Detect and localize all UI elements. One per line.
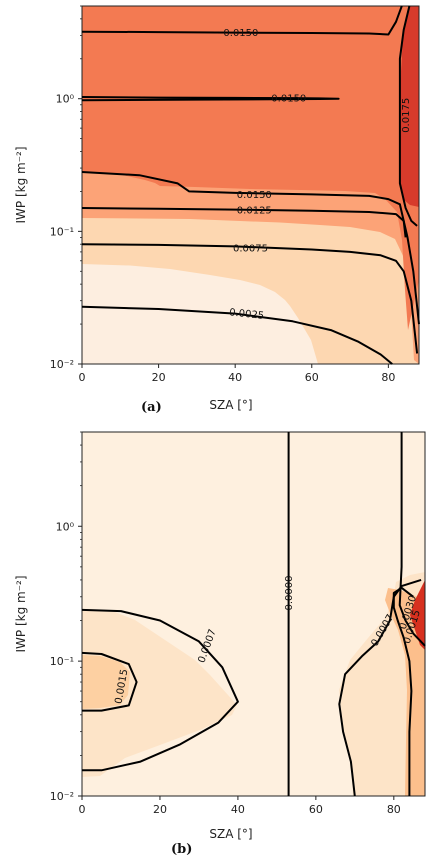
- y-tick-label-0.1: 10⁻¹: [50, 225, 74, 238]
- y-tick-label-1: 10⁰: [56, 520, 75, 533]
- x-tick-label-80: 80: [387, 803, 401, 816]
- x-tick-label-40: 40: [228, 371, 242, 384]
- contour-line-0-0150-5: [81, 5, 403, 36]
- contour-line-0-0015-4: [392, 586, 414, 796]
- contour-line-0-0125-2: [81, 207, 420, 325]
- panel-label-b: (b): [171, 842, 192, 857]
- panel-label-a: (a): [141, 400, 162, 415]
- contour-line-0-0007-3: [338, 578, 422, 797]
- contour-line-0-0030-5: [398, 432, 426, 647]
- contour-label-0: 0.0150: [223, 28, 258, 39]
- contour-label-text: 0.0150: [223, 28, 258, 39]
- contour-line-0-0015-1: [81, 651, 138, 712]
- x-tick-label-40: 40: [231, 803, 245, 816]
- contour-line-0-0150-4: [81, 96, 340, 102]
- contour-label-text: 0.0175: [401, 98, 412, 133]
- y-tick-label-0.01: 10⁻²: [50, 790, 74, 803]
- fill-band-b-0015-right: [385, 588, 425, 796]
- x-axis-label-a: SZA [°]: [209, 398, 252, 412]
- contour-label-text: 0.0150: [271, 93, 306, 104]
- contour-label-6: 0.0175: [401, 98, 412, 133]
- contour-label-text: 0.0150: [237, 190, 272, 201]
- plot-frame-a: [81, 5, 420, 365]
- x-tick-label-0: 0: [79, 803, 86, 816]
- x-tick-label-20: 20: [153, 803, 167, 816]
- x-tick-label-0: 0: [79, 371, 86, 384]
- x-axis-label-b: SZA [°]: [209, 827, 252, 841]
- y-axis-label-a: IWP [kg m⁻²]: [14, 146, 28, 223]
- contour-label-3: 0.0125: [237, 206, 272, 217]
- fill-band-0175: [400, 6, 419, 207]
- contour-label-text: 0.0025: [229, 307, 265, 322]
- contour-label-text: 0.0075: [233, 243, 268, 254]
- fill-band-b-0015-left: [82, 655, 130, 709]
- contour-label-1: 0.0150: [271, 93, 306, 104]
- contour-line-0-0150-3: [81, 171, 407, 238]
- y-axis-label-b: IWP [kg m⁻²]: [14, 575, 28, 652]
- contour-label-5: 0.0025: [229, 307, 265, 322]
- panel-a: 0.0150 0.0150 0.0150 0.0125 0.0075 0.0025 0.01…: [14, 5, 420, 415]
- fill-band-b-0007-left: [82, 609, 237, 777]
- contour-label-2: 0.0150: [237, 190, 272, 201]
- x-tick-label-20: 20: [152, 371, 166, 384]
- x-tick-label-80: 80: [381, 371, 395, 384]
- contour-line-0-0175-6: [398, 5, 418, 227]
- y-tick-label-1: 10⁰: [56, 93, 75, 106]
- y-tick-label-0.01: 10⁻²: [50, 358, 74, 371]
- contour-label-text: 0.0125: [237, 206, 272, 217]
- contour-line-0-0025-0: [81, 305, 393, 365]
- contour-label-text: 0.0000: [284, 576, 295, 611]
- fill-band-0125: [82, 6, 419, 330]
- contour-label-2: 0.0000: [284, 576, 295, 611]
- contour-line-0-0075-1: [81, 243, 419, 354]
- contour-label-4: 0.0075: [233, 243, 268, 254]
- plot-frame-b: [81, 431, 426, 797]
- contour-line-0-0007-0: [81, 608, 239, 772]
- x-tick-label-60: 60: [305, 371, 319, 384]
- fill-band-b-0030: [410, 580, 425, 650]
- y-tick-label-0.1: 10⁻¹: [50, 655, 74, 668]
- x-tick-label-60: 60: [309, 803, 323, 816]
